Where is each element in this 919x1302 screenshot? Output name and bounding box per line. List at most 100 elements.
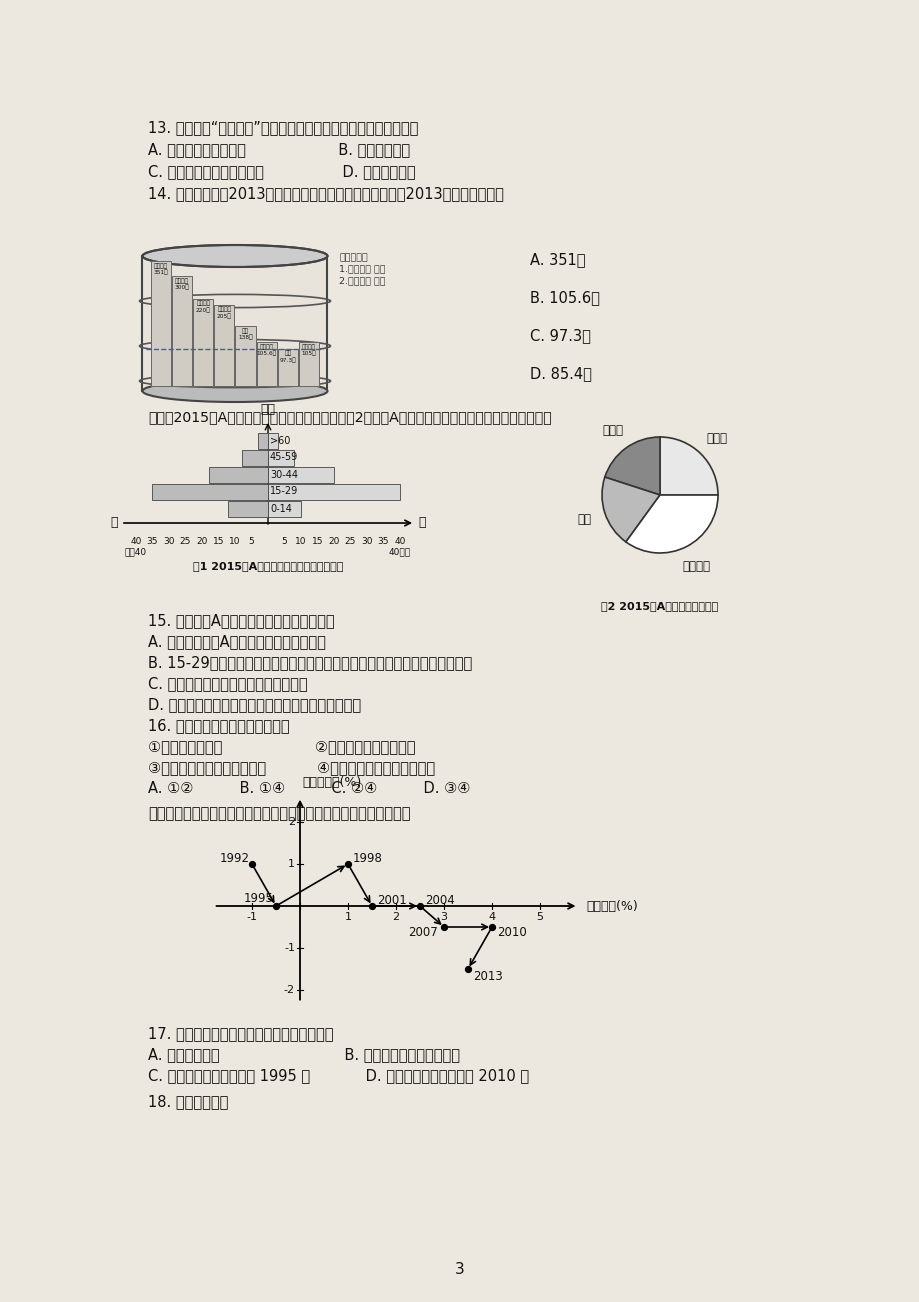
Text: A. 人口持续增加                           B. 人口增长以自然增长为主: A. 人口持续增加 B. 人口增长以自然增长为主 xyxy=(148,1047,460,1062)
Bar xyxy=(172,276,192,385)
Text: 图2 2015年A市从业人员构成图: 图2 2015年A市从业人员构成图 xyxy=(601,602,718,611)
Text: 40: 40 xyxy=(130,536,142,546)
Text: 轻工业: 轻工业 xyxy=(705,432,726,445)
Bar xyxy=(258,432,267,448)
Point xyxy=(460,958,475,979)
Wedge shape xyxy=(601,477,659,542)
Text: 17. 图示期间该地区人口变化的说法正确的是: 17. 图示期间该地区人口变化的说法正确的是 xyxy=(148,1026,334,1042)
Text: 男: 男 xyxy=(110,517,118,530)
Text: 10: 10 xyxy=(295,536,306,546)
Wedge shape xyxy=(625,495,717,553)
Bar xyxy=(228,500,267,517)
Text: 45-59: 45-59 xyxy=(269,453,298,462)
Text: 2007: 2007 xyxy=(407,927,437,940)
Text: 2: 2 xyxy=(392,911,399,922)
Text: 影响条件：
1.行政条件 不变
2.消费水平 不变: 影响条件： 1.行政条件 不变 2.消费水平 不变 xyxy=(339,253,386,285)
Text: 社会管理
220万: 社会管理 220万 xyxy=(196,301,210,312)
Text: 读某地区人口自然增长率和净迁入率变化示意图。完成下列各问题。: 读某地区人口自然增长率和净迁入率变化示意图。完成下列各问题。 xyxy=(148,806,410,822)
Point xyxy=(413,896,427,917)
Text: A. 影响人口迁入A市的主要因素是自然因素: A. 影响人口迁入A市的主要因素是自然因素 xyxy=(148,634,325,648)
Text: 15: 15 xyxy=(312,536,323,546)
Bar xyxy=(193,298,213,385)
Text: 30: 30 xyxy=(361,536,372,546)
Bar xyxy=(235,326,255,385)
Text: 25: 25 xyxy=(345,536,356,546)
Text: 5: 5 xyxy=(536,911,543,922)
Text: 下图为2015年A市迁入人口年龄及性别统计图，图2为该年A市从业人员构成图。读图完成下面小题。: 下图为2015年A市迁入人口年龄及性别统计图，图2为该年A市从业人员构成图。读图… xyxy=(148,410,551,424)
Text: 3: 3 xyxy=(440,911,447,922)
Text: A. ①②          B. ①④          C. ②④          D. ③④: A. ①② B. ①④ C. ②④ D. ③④ xyxy=(148,781,470,796)
Wedge shape xyxy=(659,437,717,495)
Bar xyxy=(299,342,319,385)
Text: 13. 海南省的“候鸟老人”集中居住于海口、三亚两地，会促使当地: 13. 海南省的“候鸟老人”集中居住于海口、三亚两地，会促使当地 xyxy=(148,120,418,135)
Text: -2: -2 xyxy=(284,986,295,995)
Text: 14. 下图为某城市2013年人口容量木桶效应示意图，该城市2013年的人口容量为: 14. 下图为某城市2013年人口容量木桶效应示意图，该城市2013年的人口容量… xyxy=(148,186,504,201)
Bar xyxy=(267,466,334,483)
Text: -1: -1 xyxy=(246,911,257,922)
Text: 3: 3 xyxy=(455,1263,464,1277)
Wedge shape xyxy=(604,437,659,495)
Bar xyxy=(242,449,267,466)
Text: 40万人: 40万人 xyxy=(389,547,411,556)
Text: C. 97.3万: C. 97.3万 xyxy=(529,328,590,342)
Text: 1995: 1995 xyxy=(244,892,274,905)
Text: C. 该市外来人口数量大于本地人口数量: C. 该市外来人口数量大于本地人口数量 xyxy=(148,676,307,691)
Text: B. 105.6万: B. 105.6万 xyxy=(529,290,599,305)
Text: -1: -1 xyxy=(284,943,295,953)
Text: 女: 女 xyxy=(417,517,425,530)
Bar xyxy=(267,432,278,448)
Text: 15-29: 15-29 xyxy=(269,487,298,496)
Text: 土地面积
105.6万: 土地面积 105.6万 xyxy=(256,344,277,357)
Text: B. 15-29岁迁入人口中女性的数量多于男性，可能会产生婚育方面的社会问题: B. 15-29岁迁入人口中女性的数量多于男性，可能会产生婚育方面的社会问题 xyxy=(148,655,471,671)
Text: 住房
138万: 住房 138万 xyxy=(238,328,253,340)
Point xyxy=(244,854,259,875)
Text: 万人40: 万人40 xyxy=(125,547,147,556)
Text: ③促进了该市的产业结构调整           ④加重了该市基础设施的压力: ③促进了该市的产业结构调整 ④加重了该市基础设施的压力 xyxy=(148,760,435,775)
Bar xyxy=(267,500,301,517)
Text: 25: 25 xyxy=(179,536,191,546)
Text: 2: 2 xyxy=(288,816,295,827)
Text: 1998: 1998 xyxy=(353,852,382,865)
Text: 30: 30 xyxy=(163,536,175,546)
Text: 1: 1 xyxy=(344,911,351,922)
Text: 农业: 农业 xyxy=(576,513,590,526)
Text: A. 351万: A. 351万 xyxy=(529,253,584,267)
Bar xyxy=(267,449,294,466)
Text: 5: 5 xyxy=(248,536,254,546)
Bar xyxy=(142,256,327,391)
Text: 1: 1 xyxy=(288,859,295,868)
Text: 2013: 2013 xyxy=(472,970,502,983)
Text: 40: 40 xyxy=(394,536,405,546)
Text: 2001: 2001 xyxy=(377,893,406,906)
Text: 10: 10 xyxy=(229,536,241,546)
Point xyxy=(268,896,283,917)
Bar xyxy=(151,260,171,385)
Ellipse shape xyxy=(142,380,327,402)
Ellipse shape xyxy=(142,245,327,267)
Text: 16. 迁入人口对该市的影响可能有: 16. 迁入人口对该市的影响可能有 xyxy=(148,717,289,733)
Bar xyxy=(267,483,400,500)
Text: 第三产业: 第三产业 xyxy=(682,560,709,573)
Text: C. 人口总量最少的年份是 1995 年            D. 人口总量最多的年份是 2010 年: C. 人口总量最少的年份是 1995 年 D. 人口总量最多的年份是 2010 … xyxy=(148,1068,528,1083)
Point xyxy=(437,917,451,937)
Text: >60: >60 xyxy=(269,435,290,445)
Text: D. 85.4万: D. 85.4万 xyxy=(529,366,591,381)
Bar xyxy=(278,349,298,385)
Text: 20: 20 xyxy=(196,536,208,546)
Text: 年龄: 年龄 xyxy=(260,404,275,417)
Text: 2004: 2004 xyxy=(425,894,454,907)
Bar xyxy=(153,483,267,500)
Text: 文化教育
205万: 文化教育 205万 xyxy=(217,307,232,319)
Text: 图1 2015年A市迁入人口年龄及性别统计图: 图1 2015年A市迁入人口年龄及性别统计图 xyxy=(193,561,343,572)
Point xyxy=(484,917,499,937)
Text: 自然增长率(%): 自然增长率(%) xyxy=(301,776,361,789)
Point xyxy=(340,854,355,875)
Text: 金融资源
300万: 金融资源 300万 xyxy=(175,279,189,290)
Text: 15: 15 xyxy=(212,536,224,546)
Text: ①缓解了人地矛盾                    ②促进了该市的经济发展: ①缓解了人地矛盾 ②促进了该市的经济发展 xyxy=(148,740,415,754)
Text: 20: 20 xyxy=(328,536,339,546)
Text: 重工业: 重工业 xyxy=(602,423,623,436)
Text: 35: 35 xyxy=(378,536,389,546)
Text: 财政投入
105万: 财政投入 105万 xyxy=(301,344,316,357)
Bar xyxy=(214,305,234,385)
